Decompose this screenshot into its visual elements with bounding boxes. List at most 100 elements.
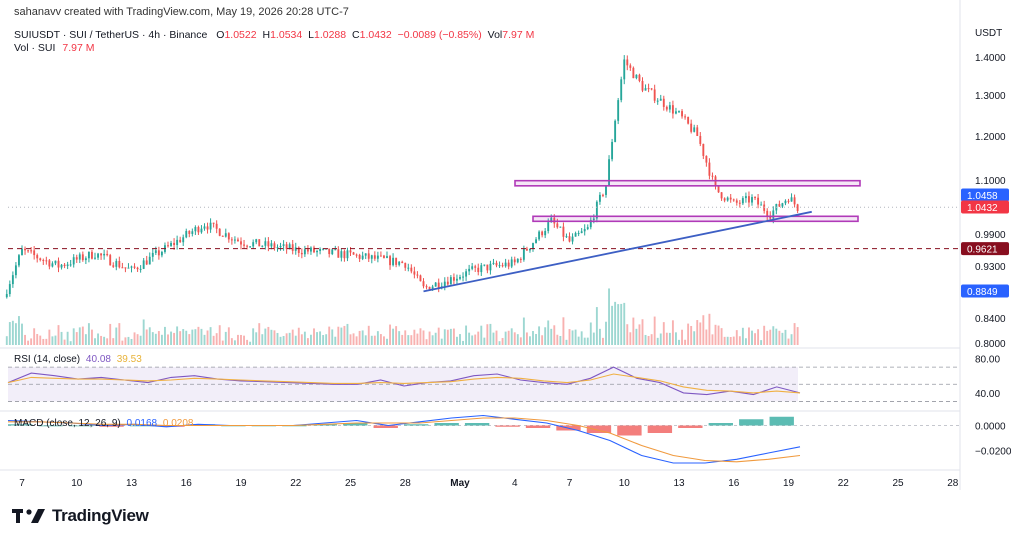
price-tag-label: 1.0432 <box>967 203 998 214</box>
candle-body <box>334 249 337 251</box>
candle-body <box>160 251 163 256</box>
candle-body <box>650 88 653 90</box>
volume-bar <box>279 336 282 345</box>
candle-body <box>516 258 519 263</box>
rsi-legend: RSI (14, close) 40.08 39.53 <box>14 354 142 365</box>
candle-body <box>209 222 212 230</box>
volume-bar <box>617 304 620 345</box>
volume-bar <box>136 334 139 345</box>
rsi-tick-label: 80.00 <box>975 355 1000 366</box>
volume-row-label[interactable]: Vol · SUI <box>14 42 56 54</box>
candle-body <box>240 241 242 245</box>
volume-bar <box>586 337 589 345</box>
candle-body <box>276 247 279 249</box>
volume-bar <box>681 329 683 345</box>
volume-bar <box>632 317 635 345</box>
candle-body <box>437 282 440 288</box>
volume-bar <box>267 326 270 345</box>
candle-body <box>431 286 434 290</box>
candle-body <box>383 255 385 258</box>
candle-body <box>754 197 756 199</box>
volume-bar <box>291 329 294 345</box>
volume-bar <box>525 332 528 345</box>
candle-body <box>331 249 334 255</box>
volume-bar <box>568 329 571 345</box>
volume-bar <box>513 332 516 345</box>
price-tag-bg <box>961 284 1009 298</box>
symbol-legend: SUIUSDT · SUI / TetherUS · 4h · Binance … <box>14 29 534 41</box>
candle-body <box>389 256 391 266</box>
candle-body <box>547 222 550 232</box>
candle-body <box>687 117 690 124</box>
macd-histogram-bar <box>404 424 429 426</box>
candle-body <box>620 79 623 101</box>
rsi-label[interactable]: RSI (14, close) <box>14 354 81 365</box>
volume-bar <box>103 336 106 345</box>
candle-body <box>690 123 693 132</box>
candle-body <box>112 265 115 267</box>
volume-bar <box>18 316 20 345</box>
candle-body <box>75 257 78 260</box>
macd-legend: MACD (close, 12, 26, 9) 0.0168 0.0208 <box>14 418 193 429</box>
candle-body <box>154 250 157 253</box>
volume-bar <box>452 328 455 345</box>
volume-bar <box>218 325 221 345</box>
candle-body <box>541 231 544 236</box>
volume-bar <box>343 325 346 345</box>
candle-body <box>428 286 431 290</box>
volume-bar <box>592 332 595 345</box>
candle-body <box>793 197 796 205</box>
volume-bar <box>419 328 422 345</box>
candle-body <box>602 194 604 196</box>
volume-bar <box>282 336 285 345</box>
volume-bar <box>160 334 163 345</box>
candle-body <box>313 247 315 253</box>
candle-body <box>319 248 322 251</box>
volume-bar <box>206 330 209 345</box>
volume-bar <box>349 334 352 345</box>
volume-bar <box>370 335 373 345</box>
volume-bar <box>474 334 477 345</box>
volume-bar <box>221 340 224 345</box>
symbol-name[interactable]: SUIUSDT · SUI / TetherUS · 4h · Binance <box>14 29 208 41</box>
macd-label[interactable]: MACD (close, 12, 26, 9) <box>14 418 121 429</box>
candle-body <box>617 100 620 121</box>
macd-histogram-bar <box>586 425 612 433</box>
volume-bar <box>565 339 568 345</box>
volume-bar <box>702 315 705 345</box>
volume-bar <box>744 338 747 345</box>
candle-body <box>218 228 221 236</box>
volume-bar <box>227 327 230 345</box>
volume-bar <box>571 330 574 345</box>
candle-body <box>559 226 562 228</box>
volume-bar <box>355 336 358 345</box>
volume-bar <box>130 338 133 345</box>
volume-bar <box>589 322 592 345</box>
candle-body <box>11 275 14 285</box>
volume-bar <box>477 331 480 345</box>
volume-bar <box>705 329 708 345</box>
volume-bar <box>124 337 127 345</box>
macd-histogram-bar <box>678 425 703 428</box>
candle-body <box>489 263 492 271</box>
candle-body <box>772 210 775 219</box>
volume-bar <box>87 323 90 345</box>
volume-bar <box>51 336 54 345</box>
volume-bar <box>498 341 501 345</box>
price-axis-currency: USDT <box>975 28 1002 39</box>
candle-body <box>456 278 458 281</box>
volume-bar <box>392 328 395 345</box>
volume-bar <box>319 331 322 345</box>
volume-bar <box>763 325 766 345</box>
volume-bar <box>240 334 242 345</box>
volume-bar <box>434 332 437 345</box>
volume-bar <box>671 320 674 345</box>
time-tick-label: 25 <box>345 478 357 489</box>
trendline <box>423 210 812 293</box>
volume-bar <box>462 340 464 345</box>
candle-body <box>605 185 607 195</box>
candle-body <box>78 254 81 260</box>
candle-body <box>200 228 203 233</box>
candle-body <box>97 253 99 258</box>
